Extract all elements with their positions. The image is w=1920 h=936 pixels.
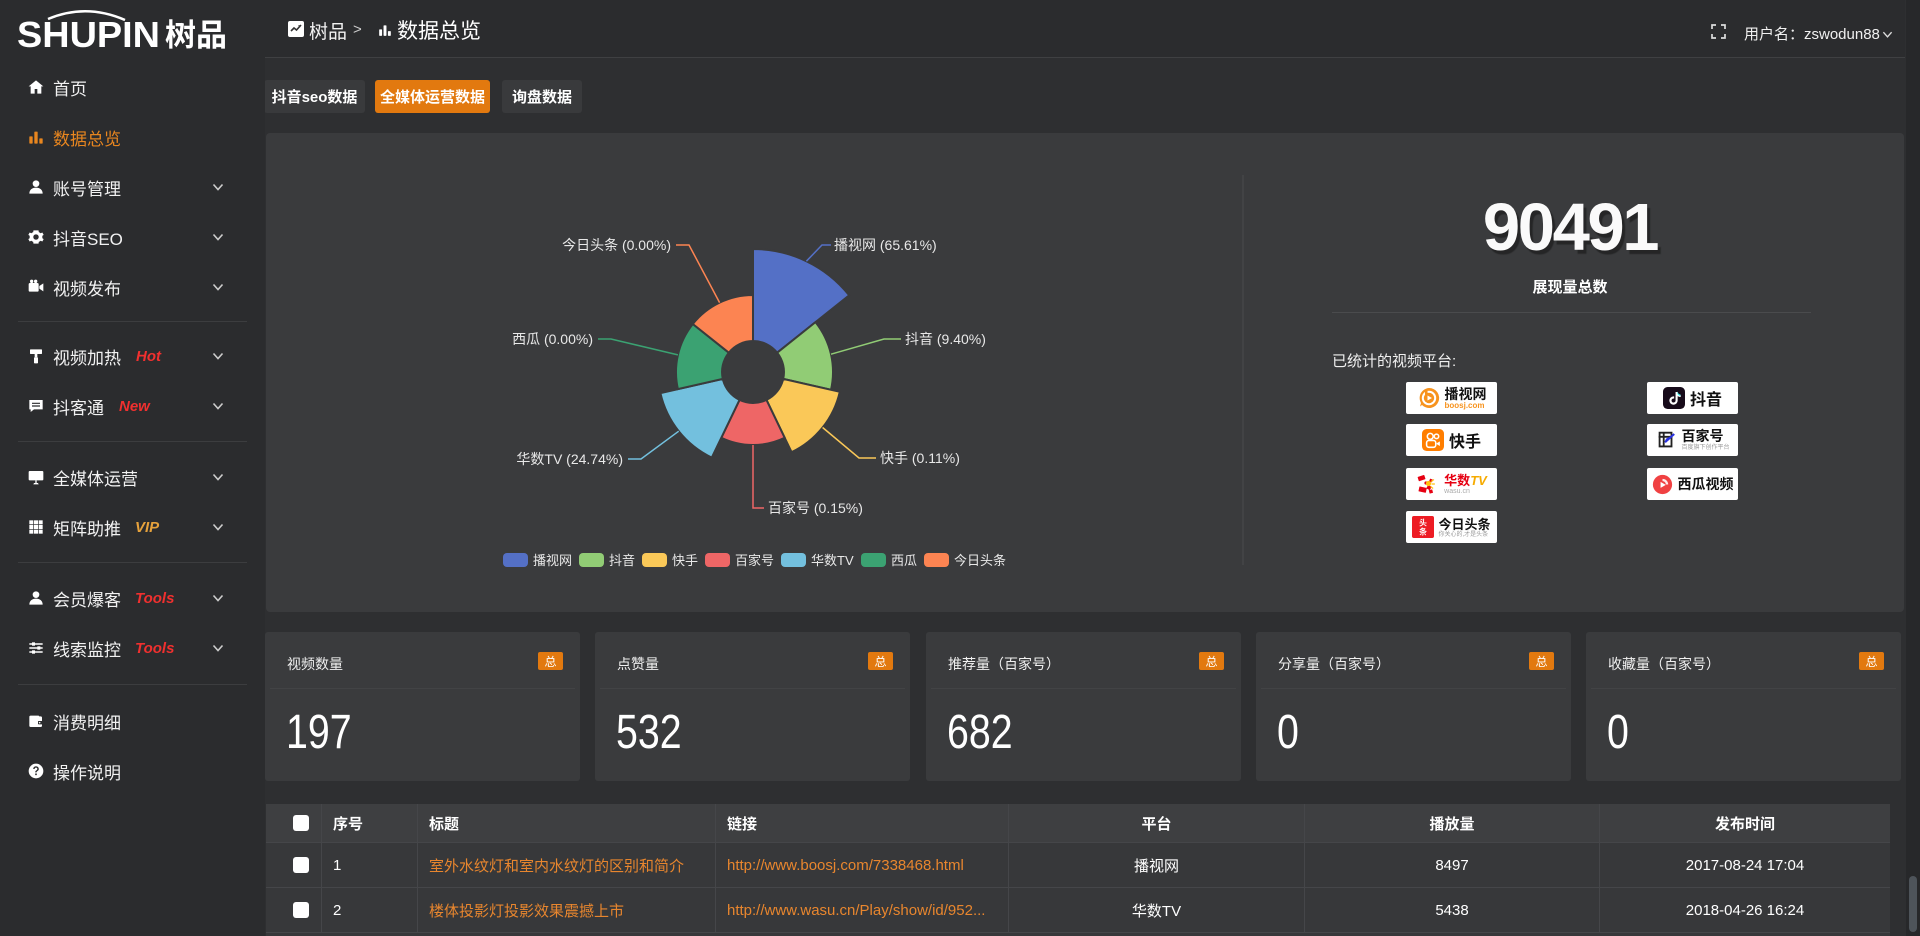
svg-text:华数TV (24.74%): 华数TV (24.74%) [516,451,623,467]
svg-text:抖音: 抖音 [609,553,635,568]
svg-text:播视网 (65.61%): 播视网 (65.61%) [834,237,937,253]
svg-text:快手: 快手 [672,553,698,568]
svg-text:今日头条: 今日头条 [954,553,1006,568]
svg-text:华数TV: 华数TV [811,553,854,568]
svg-text:播视网: 播视网 [533,553,572,568]
svg-text:SHUPIN: SHUPIN [17,14,160,55]
svg-text:百家号 (0.15%): 百家号 (0.15%) [768,500,863,516]
svg-text:树品: 树品 [165,10,227,55]
svg-text:抖音 (9.40%): 抖音 (9.40%) [905,331,986,347]
svg-text:西瓜 (0.00%): 西瓜 (0.00%) [512,331,593,347]
svg-text:头: 头 [1420,518,1428,529]
svg-text:快手 (0.11%): 快手 (0.11%) [880,450,960,466]
svg-text:条: 条 [1420,526,1428,537]
svg-text:西瓜: 西瓜 [891,553,917,568]
svg-text:今日头条 (0.00%): 今日头条 (0.00%) [562,237,671,253]
svg-text:百家号: 百家号 [735,553,774,568]
